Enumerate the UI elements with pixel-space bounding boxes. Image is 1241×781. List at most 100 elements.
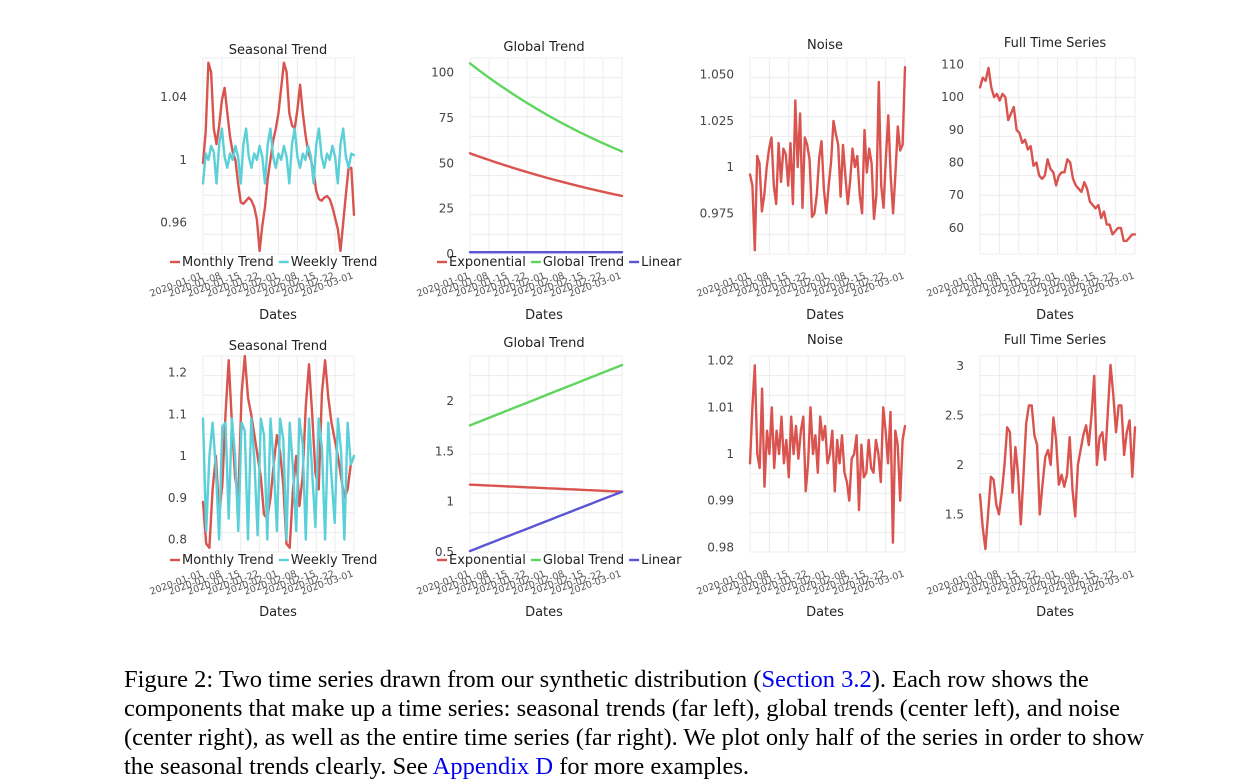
y-tick-label: 100: [941, 90, 964, 104]
y-tick-label: 75: [439, 111, 454, 125]
y-tick-label: 110: [941, 58, 964, 72]
x-axis-ticks: 2020-01-012020-01-082020-01-152020-01-22…: [148, 568, 355, 597]
y-tick-label: 0.98: [707, 540, 734, 554]
y-tick-label: 100: [431, 66, 454, 80]
series-full-time-series: [978, 363, 1137, 551]
y-tick-label: 90: [949, 123, 964, 137]
y-tick-label: 3: [956, 359, 964, 373]
chart-title: Noise: [807, 333, 843, 348]
legend: Exponential Global Trend Linear: [437, 255, 682, 270]
series-global-trend: [468, 363, 624, 427]
chart-r2c4: Full Time Series 1.5 2 2.5 3 2020-01-012020-0…: [925, 333, 1137, 620]
series-weekly-trend: [201, 127, 356, 185]
caption-prefix: Figure 2: Two time series drawn from our…: [124, 665, 762, 693]
series-monthly-trend: [201, 61, 356, 253]
figure-grid: Seasonal Trend 0.96 1 1.04 Monthly Trend Week…: [148, 36, 1137, 620]
series-global-trend: [468, 62, 624, 153]
figure-caption: Figure 2: Two time series drawn from our…: [124, 665, 1174, 781]
x-axis-label: Dates: [806, 605, 844, 620]
y-tick-label: 0.8: [168, 532, 187, 546]
x-axis-label: Dates: [259, 605, 297, 620]
y-tick-label: 0.96: [160, 216, 187, 230]
y-tick-label: 0.5: [435, 545, 454, 559]
x-axis-label: Dates: [806, 308, 844, 323]
legend: Monthly Trend Weekly Trend: [170, 553, 377, 568]
chart-title: Full Time Series: [1004, 36, 1107, 51]
chart-r1c1: Seasonal Trend 0.96 1 1.04 Monthly Trend Week…: [148, 43, 377, 323]
y-tick-label: 1.5: [435, 444, 454, 458]
chart-r1c2: Global Trend 0 25 50 75 100 Exponential Global …: [415, 40, 682, 323]
x-axis-ticks: 2020-01-012020-01-082020-01-152020-01-22…: [925, 568, 1136, 597]
chart-r1c3: Noise 0.975 1 1.025 1.050 2020-01-012020-01-0…: [695, 38, 907, 323]
x-axis-ticks: 2020-01-012020-01-082020-01-152020-01-22…: [695, 270, 906, 299]
y-tick-label: 0: [446, 247, 454, 261]
series-exponential: [468, 483, 624, 493]
y-tick-label: 0.99: [707, 494, 734, 508]
x-axis-label: Dates: [525, 605, 563, 620]
x-axis-ticks: 2020-01-012020-01-082020-01-152020-01-22…: [695, 568, 906, 597]
legend-label: Linear: [641, 255, 682, 270]
chart-r2c2: Global Trend 0.5 1 1.5 2 Exponential Global Tr…: [415, 336, 682, 620]
chart-r2c3: Noise 0.98 0.99 1 1.01 1.02 2020-01-012020-01-…: [695, 333, 907, 620]
y-tick-label: 1: [446, 495, 454, 509]
y-tick-label: 1.2: [168, 366, 187, 380]
legend-label: Exponential: [449, 255, 526, 270]
grid: [469, 57, 623, 255]
y-tick-label: 25: [439, 202, 454, 216]
y-tick-label: 1: [726, 447, 734, 461]
y-tick-label: 1: [179, 449, 187, 463]
grid: [469, 355, 623, 553]
x-axis-ticks: 2020-01-012020-01-082020-01-152020-01-22…: [148, 270, 355, 299]
y-tick-label: 1: [726, 160, 734, 174]
series-noise: [748, 364, 907, 544]
chart-title: Global Trend: [503, 40, 584, 55]
y-tick-label: 60: [949, 221, 964, 235]
y-tick-label: 1.02: [707, 354, 734, 368]
y-tick-label: 1.04: [160, 90, 187, 104]
legend: Monthly Trend Weekly Trend: [170, 255, 377, 270]
legend-label: Monthly Trend: [182, 255, 274, 270]
chart-r2c1: Seasonal Trend 0.8 0.9 1 1.1 1.2 Monthly Trend…: [148, 339, 377, 620]
legend-label: Weekly Trend: [291, 255, 378, 270]
y-tick-label: 2: [446, 394, 454, 408]
series-noise: [748, 65, 907, 252]
y-tick-label: 70: [949, 188, 964, 202]
y-tick-label: 0.975: [700, 206, 734, 220]
series-weekly-trend: [201, 417, 356, 541]
caption-middle: ). Each row shows the components that ma…: [124, 665, 1145, 780]
grid: [979, 57, 1136, 255]
legend-label: Weekly Trend: [291, 553, 378, 568]
chart-title: Global Trend: [503, 336, 584, 351]
x-axis-ticks: 2020-01-012020-01-082020-01-152020-01-22…: [415, 568, 623, 597]
y-tick-label: 2: [956, 458, 964, 472]
x-axis-label: Dates: [259, 308, 297, 323]
x-axis-label: Dates: [1036, 605, 1074, 620]
chart-title: Seasonal Trend: [229, 43, 327, 58]
x-axis-label: Dates: [1036, 308, 1074, 323]
appendix-link[interactable]: Appendix D: [432, 752, 554, 780]
legend-label: Linear: [641, 553, 682, 568]
series-full-time-series: [978, 66, 1137, 243]
legend-label: Global Trend: [543, 553, 624, 568]
chart-title: Noise: [807, 38, 843, 53]
y-tick-label: 80: [949, 156, 964, 170]
x-axis-ticks: 2020-01-012020-01-082020-01-152020-01-22…: [925, 270, 1136, 299]
y-tick-label: 1.5: [945, 507, 964, 521]
y-tick-label: 0.9: [168, 491, 187, 505]
legend: Exponential Global Trend Linear: [437, 553, 682, 568]
y-tick-label: 1.01: [707, 400, 734, 414]
chart-title: Seasonal Trend: [229, 339, 327, 354]
section-link[interactable]: Section 3.2: [761, 665, 872, 693]
legend-label: Monthly Trend: [182, 553, 274, 568]
y-tick-label: 1.1: [168, 407, 187, 421]
x-axis-label: Dates: [525, 308, 563, 323]
series-exponential: [468, 152, 624, 198]
legend-label: Exponential: [449, 553, 526, 568]
y-tick-label: 50: [439, 156, 454, 170]
y-tick-label: 1.025: [700, 114, 734, 128]
y-tick-label: 1.050: [700, 68, 734, 82]
y-tick-label: 2.5: [945, 408, 964, 422]
series-linear: [468, 490, 624, 553]
chart-title: Full Time Series: [1004, 333, 1107, 348]
chart-r1c4: Full Time Series 60 70 80 90 100 110 2020-01-01…: [925, 36, 1137, 323]
